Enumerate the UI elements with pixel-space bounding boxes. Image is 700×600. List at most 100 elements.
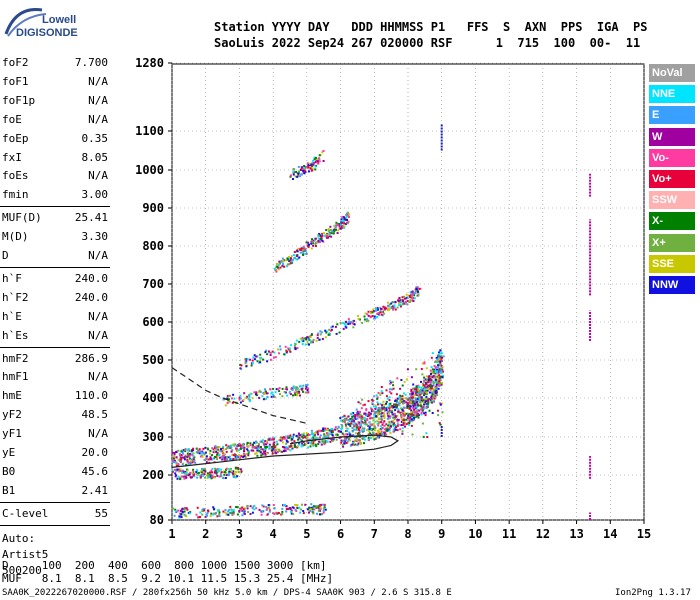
echo-point: [295, 258, 298, 261]
echo-point: [415, 410, 418, 413]
param-row-fxi: fxI 8.05: [2, 149, 108, 167]
echo-point: [233, 476, 235, 478]
echo-point: [392, 430, 395, 433]
echo-point: [193, 459, 196, 462]
echo-point: [345, 438, 348, 441]
echo-point: [277, 268, 280, 271]
echo-point: [374, 437, 377, 440]
echo-point: [183, 449, 186, 451]
echo-point: [420, 413, 423, 416]
echo-point: [258, 396, 261, 399]
echo-point: [412, 391, 414, 394]
echo-point: [402, 300, 404, 303]
echo-point: [389, 405, 392, 408]
echo-point: [431, 352, 434, 355]
param-name: B0: [2, 464, 16, 478]
echo-point: [204, 470, 207, 473]
echo-point: [347, 220, 350, 223]
echo-point: [364, 418, 367, 421]
echo-point: [263, 442, 266, 445]
echo-point: [243, 513, 246, 515]
echo-point: [429, 384, 432, 387]
param-separator: [0, 501, 110, 503]
echo-point: [246, 358, 249, 360]
y-tick-label: 700: [142, 277, 164, 291]
param-row-h-f: h`F 240.0: [2, 270, 108, 288]
echo-point: [318, 509, 321, 512]
echo-point: [259, 353, 262, 356]
echo-point: [234, 443, 237, 446]
echo-point: [371, 431, 374, 434]
echo-point: [429, 388, 432, 391]
echo-point: [362, 404, 365, 407]
echo-point: [322, 430, 325, 432]
echo-point: [417, 404, 420, 407]
echo-point: [361, 427, 364, 430]
echo-point: [309, 441, 312, 444]
echo-point: [366, 415, 369, 418]
param-value: 240.0: [74, 271, 108, 285]
echo-point: [434, 378, 437, 381]
echo-point: [230, 509, 233, 512]
echo-point: [385, 407, 388, 410]
echo-point: [399, 303, 402, 306]
echo-point: [441, 374, 444, 377]
echo-point: [383, 308, 386, 311]
echo-point: [405, 418, 408, 421]
echo-point: [204, 476, 207, 479]
echo-point: [291, 388, 294, 391]
echo-point: [413, 411, 416, 414]
echo-point: [325, 440, 328, 443]
echo-point: [411, 394, 414, 397]
echo-point: [414, 393, 417, 396]
echo-point: [353, 425, 356, 428]
echo-point: [310, 247, 313, 250]
echo-point: [392, 387, 395, 390]
echo-point: [187, 463, 190, 466]
echo-point: [174, 461, 177, 464]
echo-point: [238, 442, 241, 445]
echo-point: [198, 448, 201, 451]
echo-point: [238, 471, 240, 474]
echo-point: [212, 451, 215, 454]
echo-point: [225, 474, 228, 477]
param-value: 7.700: [74, 56, 108, 69]
echo-point: [320, 235, 323, 238]
echo-point: [239, 367, 242, 370]
echo-point: [318, 240, 321, 243]
echo-point: [259, 440, 262, 443]
echo-point: [315, 160, 318, 162]
echo-point: [357, 432, 360, 435]
echo-point: [363, 427, 366, 430]
x-tick-label: 4: [270, 527, 277, 541]
echo-point: [271, 350, 274, 353]
param-row-fof1: foF1 N/A: [2, 73, 108, 91]
echo-point: [401, 398, 404, 401]
echo-point: [213, 512, 216, 515]
echo-point: [316, 431, 319, 434]
echo-point: [363, 403, 366, 406]
echo-point: [245, 453, 248, 455]
echo-point: [315, 158, 318, 161]
echo-point: [289, 393, 292, 396]
echo-point: [286, 263, 289, 266]
echo-point: [373, 315, 376, 318]
echo-point: [245, 358, 248, 360]
echo-point: [240, 455, 243, 458]
echo-point: [258, 389, 261, 392]
echo-point: [274, 391, 277, 394]
echo-point: [340, 227, 343, 229]
echo-point: [209, 514, 212, 517]
echo-point: [294, 392, 296, 395]
echo-point: [289, 449, 292, 452]
echo-point: [330, 232, 333, 235]
echo-point: [290, 344, 293, 347]
echo-point: [389, 415, 392, 418]
echo-point: [336, 323, 339, 326]
echo-point: [304, 503, 307, 506]
echo-point: [301, 251, 304, 254]
echo-point: [285, 265, 288, 268]
echo-point: [425, 379, 428, 382]
echo-point: [336, 427, 339, 430]
echo-point: [295, 510, 298, 512]
